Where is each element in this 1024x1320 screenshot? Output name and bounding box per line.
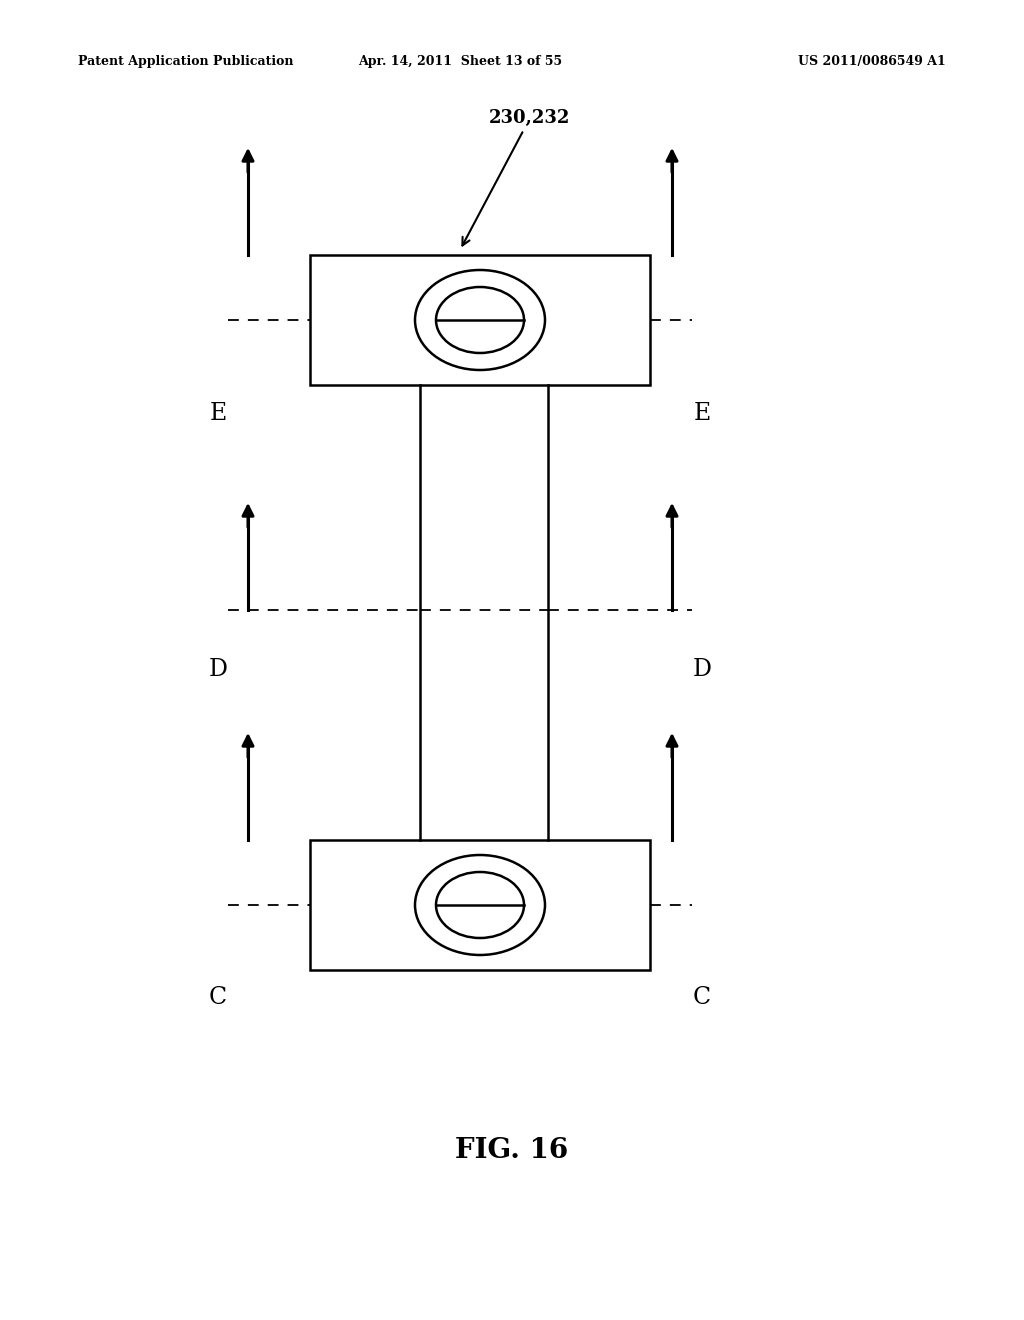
Ellipse shape: [436, 873, 524, 939]
Text: C: C: [209, 986, 227, 1010]
Text: C: C: [693, 986, 711, 1010]
Bar: [310, 255, 650, 385]
Text: 230,232: 230,232: [463, 110, 570, 246]
Ellipse shape: [415, 271, 545, 370]
Text: D: D: [209, 659, 227, 681]
Bar: [310, 840, 650, 970]
Ellipse shape: [415, 855, 545, 954]
Text: US 2011/0086549 A1: US 2011/0086549 A1: [799, 55, 946, 69]
Ellipse shape: [436, 286, 524, 352]
Text: E: E: [693, 401, 711, 425]
Text: E: E: [209, 401, 226, 425]
Text: D: D: [692, 659, 712, 681]
Text: FIG. 16: FIG. 16: [456, 1137, 568, 1163]
Text: Patent Application Publication: Patent Application Publication: [78, 55, 294, 69]
Text: Apr. 14, 2011  Sheet 13 of 55: Apr. 14, 2011 Sheet 13 of 55: [358, 55, 562, 69]
